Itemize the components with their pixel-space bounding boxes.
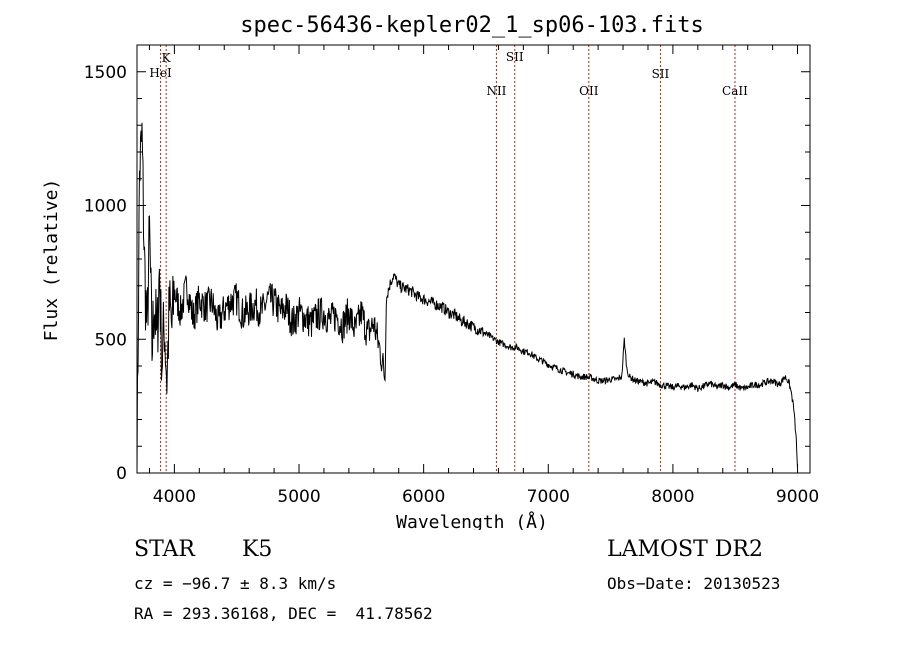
y-axis-label: Flux (relative): [41, 179, 62, 342]
x-tick-label-6000: 6000: [402, 487, 445, 507]
y-tick-label-1000: 1000: [84, 197, 127, 217]
y-axis: 0 500 1000 1500: [84, 44, 810, 484]
x-axis: 4000 5000 6000 7000 8000 9000: [148, 45, 819, 507]
object-class: STAR: [134, 537, 195, 562]
line-label-1: HeI: [149, 66, 172, 80]
x-tick-label-9000: 9000: [776, 487, 819, 507]
x-tick-label-8000: 8000: [651, 487, 694, 507]
x-axis-label: Wavelength (Å): [396, 511, 548, 530]
line-label-2: NII: [486, 84, 506, 98]
observation-date: Obs−Date: 20130523: [607, 574, 781, 593]
chart-title: spec-56436-kepler02_1_sp06-103.fits: [240, 13, 704, 38]
spectrum-chart: spec-56436-kepler02_1_sp06-103.fits KHeI…: [41, 13, 819, 530]
line-label-3: SII: [506, 50, 524, 64]
x-tick-label-4000: 4000: [153, 487, 196, 507]
y-tick-label-1500: 1500: [84, 63, 127, 83]
line-label-6: CaII: [722, 84, 748, 98]
line-label-4: OII: [579, 84, 599, 98]
line-label-5: SII: [652, 67, 670, 81]
y-tick-label-0: 0: [116, 464, 127, 484]
x-tick-label-7000: 7000: [527, 487, 570, 507]
plot-frame: [136, 44, 811, 474]
line-label-0: K: [162, 51, 172, 65]
x-tick-label-5000: 5000: [277, 487, 320, 507]
object-subclass: K5: [242, 537, 273, 562]
redshift-cz: cz = −96.7 ± 8.3 km/s: [134, 574, 337, 593]
ra-dec-coordinates: RA = 293.36168, DEC = 41.78562: [134, 604, 433, 623]
spectrum-line: [136, 122, 798, 474]
y-tick-label-500: 500: [95, 330, 127, 350]
survey-name: LAMOST DR2: [607, 537, 763, 562]
